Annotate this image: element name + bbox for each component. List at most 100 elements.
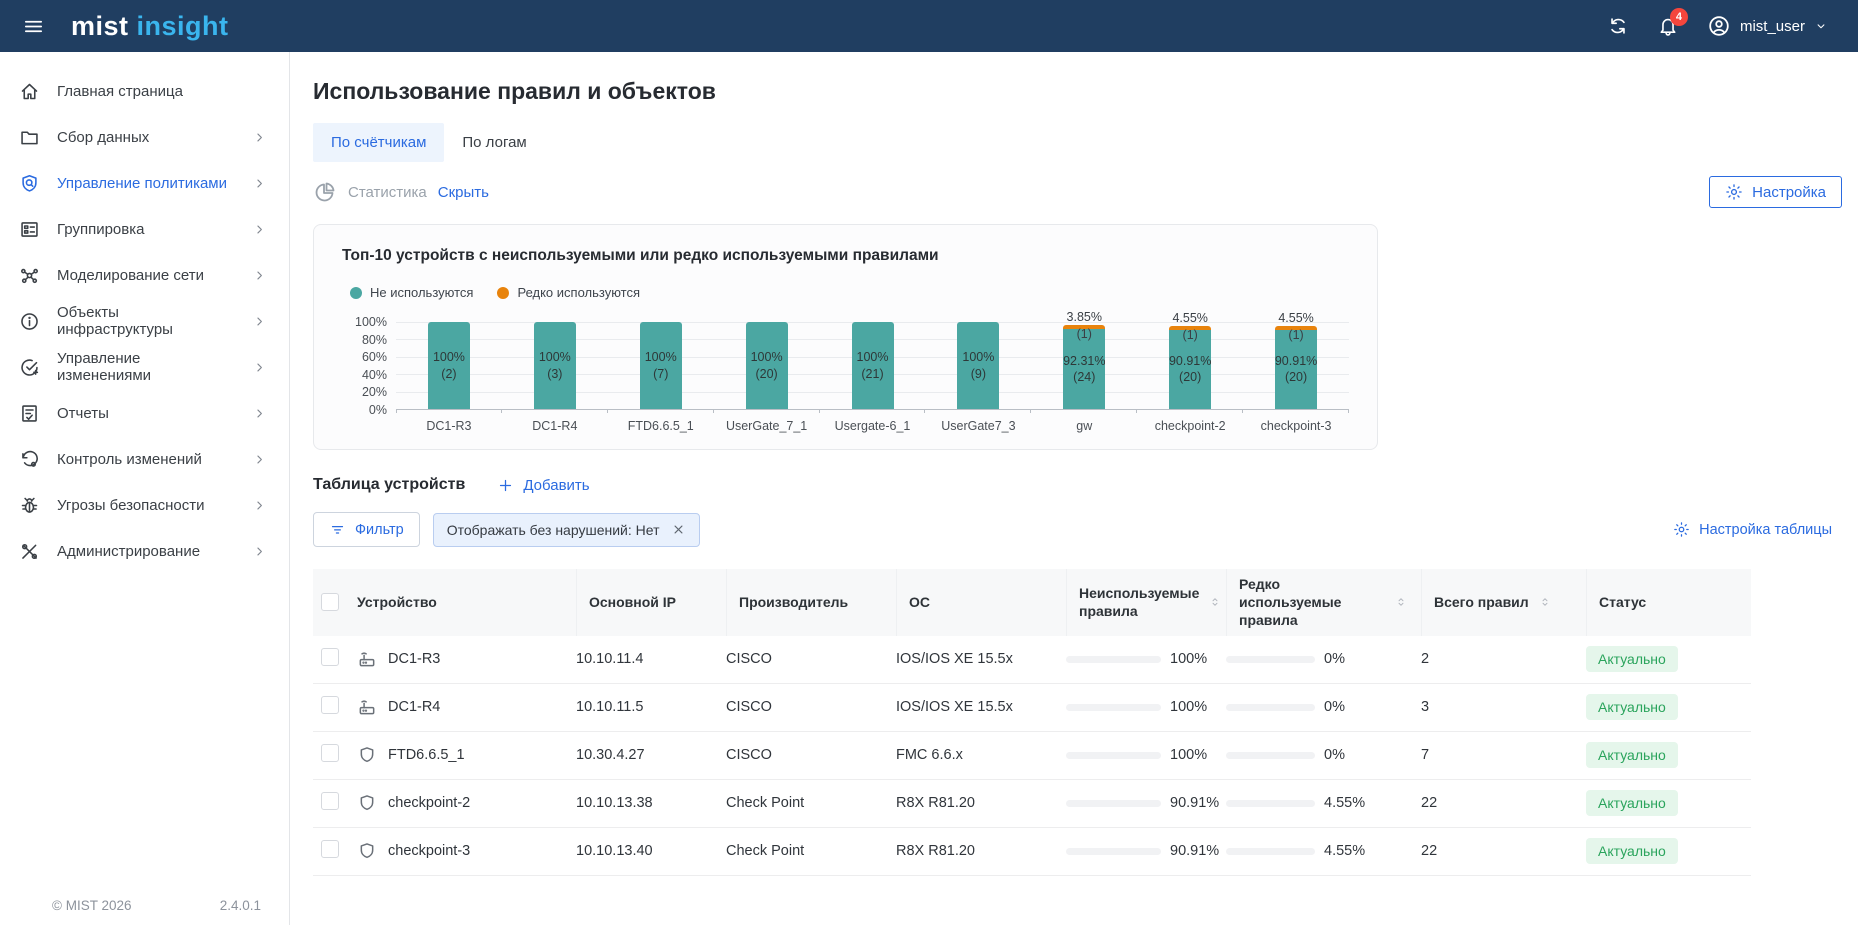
col-vendor: Производитель xyxy=(726,569,896,636)
chevron-right-icon xyxy=(252,268,267,283)
sidebar-item-label: Администрирование xyxy=(57,542,201,560)
settings-button[interactable]: Настройка xyxy=(1709,176,1842,208)
username: mist_user xyxy=(1739,17,1805,35)
info-icon xyxy=(19,311,40,332)
x-axis-label: checkpoint-2 xyxy=(1154,419,1226,433)
y-axis-tick: 80% xyxy=(361,332,387,347)
sort-icon[interactable] xyxy=(1539,596,1551,608)
legend-dot-orange xyxy=(497,286,510,299)
col-rare-rules: Редко используемые правила xyxy=(1226,569,1421,636)
add-device-button[interactable]: Добавить xyxy=(497,477,590,494)
row-checkbox[interactable] xyxy=(321,792,339,811)
bar-slot: 4.55% (1) 90.91% (20) xyxy=(1243,311,1349,413)
stacked-bar: 100% (20) xyxy=(745,322,788,409)
bar-slot: 100% (3) xyxy=(502,322,608,413)
total-rules: 3 xyxy=(1421,699,1430,716)
sidebar-item-label: Главная страница xyxy=(57,82,183,100)
tools-icon xyxy=(19,541,40,562)
sidebar-item[interactable]: Сбор данных xyxy=(0,114,289,160)
sidebar-nav: Главная страница Сбор данных Управление … xyxy=(0,68,289,574)
device-name: DC1-R3 xyxy=(388,651,441,668)
row-checkbox[interactable] xyxy=(321,840,339,859)
filter-button[interactable]: Фильтр xyxy=(313,512,420,547)
menu-toggle-button[interactable] xyxy=(22,15,45,38)
sidebar-item[interactable]: Моделирование сети xyxy=(0,252,289,298)
history-icon xyxy=(19,449,40,470)
sidebar-item-label: Контроль изменений xyxy=(57,450,202,468)
shield-icon xyxy=(357,793,377,813)
bug-icon xyxy=(19,495,40,516)
tab-by-counters[interactable]: По счётчикам xyxy=(313,123,445,162)
sidebar-item[interactable]: Главная страница xyxy=(0,68,289,114)
sidebar-item[interactable]: Объекты инфраструктуры xyxy=(0,298,289,344)
col-status: Статус xyxy=(1586,569,1751,636)
stacked-bar: 100% (21) xyxy=(851,322,894,409)
sidebar-item[interactable]: Угрозы безопасности xyxy=(0,482,289,528)
remove-filter-icon[interactable] xyxy=(671,522,686,537)
app-logo: mist insight xyxy=(71,11,229,42)
network-icon xyxy=(19,265,40,286)
sidebar-item[interactable]: Контроль изменений xyxy=(0,436,289,482)
table-row: DC1-R3 10.10.11.4 CISCO IOS/IOS XE 15.5x… xyxy=(313,636,1751,684)
sidebar-footer: © MIST 2026 2.4.0.1 xyxy=(0,898,289,913)
device-name: DC1-R4 xyxy=(388,699,441,716)
rare-segment xyxy=(1275,325,1318,330)
x-axis-label: checkpoint-3 xyxy=(1260,419,1332,433)
device-os: FMC 6.6.x xyxy=(896,747,963,764)
status-badge: Актуально xyxy=(1586,838,1678,865)
legend-item-rare: Редко используются xyxy=(497,285,640,300)
chart-card: Топ-10 устройств с неиспользуемыми или р… xyxy=(313,224,1378,450)
chevron-right-icon xyxy=(252,544,267,559)
logo-mist: mist xyxy=(71,10,129,41)
sort-icon[interactable] xyxy=(1209,596,1221,608)
row-checkbox[interactable] xyxy=(321,744,339,763)
col-ip: Основной IP xyxy=(576,569,726,636)
y-axis-tick: 20% xyxy=(361,385,387,400)
bar-slot: 3.85% (1) 92.31% (24) xyxy=(1031,310,1138,413)
sidebar-item[interactable]: Администрирование xyxy=(0,528,289,574)
router-icon xyxy=(357,697,377,717)
copyright-text: © MIST 2026 xyxy=(52,898,132,913)
legend-item-unused: Не используются xyxy=(350,285,473,300)
filter-chip[interactable]: Отображать без нарушений: Нет xyxy=(432,512,700,547)
device-os: R8X R81.20 xyxy=(896,795,975,812)
notifications-button[interactable]: 4 xyxy=(1657,8,1688,37)
user-menu[interactable]: mist_user xyxy=(1707,14,1828,38)
refresh-button[interactable] xyxy=(1607,15,1629,37)
stacked-bar: (1) 90.91% (20) xyxy=(1275,325,1318,409)
device-ip: 10.10.11.5 xyxy=(576,699,644,716)
gear-icon xyxy=(1673,521,1690,538)
rare-segment xyxy=(1063,325,1106,329)
x-axis-label: DC1-R3 xyxy=(426,419,472,433)
table-row: checkpoint-2 10.10.13.38 Check Point R8X… xyxy=(313,780,1751,828)
device-os: R8X R81.20 xyxy=(896,843,975,860)
x-axis-label: gw xyxy=(1076,419,1093,433)
unused-segment: 90.91% (20) xyxy=(1169,329,1212,409)
sidebar-item[interactable]: Управление изменениями xyxy=(0,344,289,390)
device-vendor: CISCO xyxy=(726,699,772,716)
sidebar-item[interactable]: Группировка xyxy=(0,206,289,252)
sidebar-item[interactable]: Отчеты xyxy=(0,390,289,436)
bar-slot: 100% (9) xyxy=(925,322,1032,413)
policy-icon xyxy=(19,173,40,194)
tab-by-logs[interactable]: По логам xyxy=(462,134,527,151)
table-settings-link[interactable]: Настройка таблицы xyxy=(1673,521,1832,538)
select-all-checkbox[interactable] xyxy=(321,593,339,612)
table-row: checkpoint-3 10.10.13.40 Check Point R8X… xyxy=(313,828,1751,876)
device-ip: 10.30.4.27 xyxy=(576,747,645,764)
sidebar-item-label: Моделирование сети xyxy=(57,266,204,284)
device-ip: 10.10.11.4 xyxy=(576,651,644,668)
logo-insight: insight xyxy=(136,10,229,41)
change-icon xyxy=(19,357,40,378)
sort-icon[interactable] xyxy=(1395,596,1407,608)
chart-plot: 100% (2) 100% (3) 100% (7) 100% (20) 100% (21) 100… xyxy=(396,310,1349,413)
unused-rules-cell: 90.91% xyxy=(1066,843,1226,859)
hide-statistics-link[interactable]: Скрыть xyxy=(437,183,489,201)
y-axis-tick: 100% xyxy=(355,315,387,329)
bar-slot: 100% (2) xyxy=(396,322,502,413)
sidebar-item[interactable]: Управление политиками xyxy=(0,160,289,206)
bar-chart: 100% 80% 60% 40% 20% 0% 100% (2) 100% (3) 100% (7)… xyxy=(342,310,1349,417)
row-checkbox[interactable] xyxy=(321,696,339,715)
filter-toolbar: Фильтр Отображать без нарушений: Нет Нас… xyxy=(313,512,1842,547)
row-checkbox[interactable] xyxy=(321,648,339,667)
